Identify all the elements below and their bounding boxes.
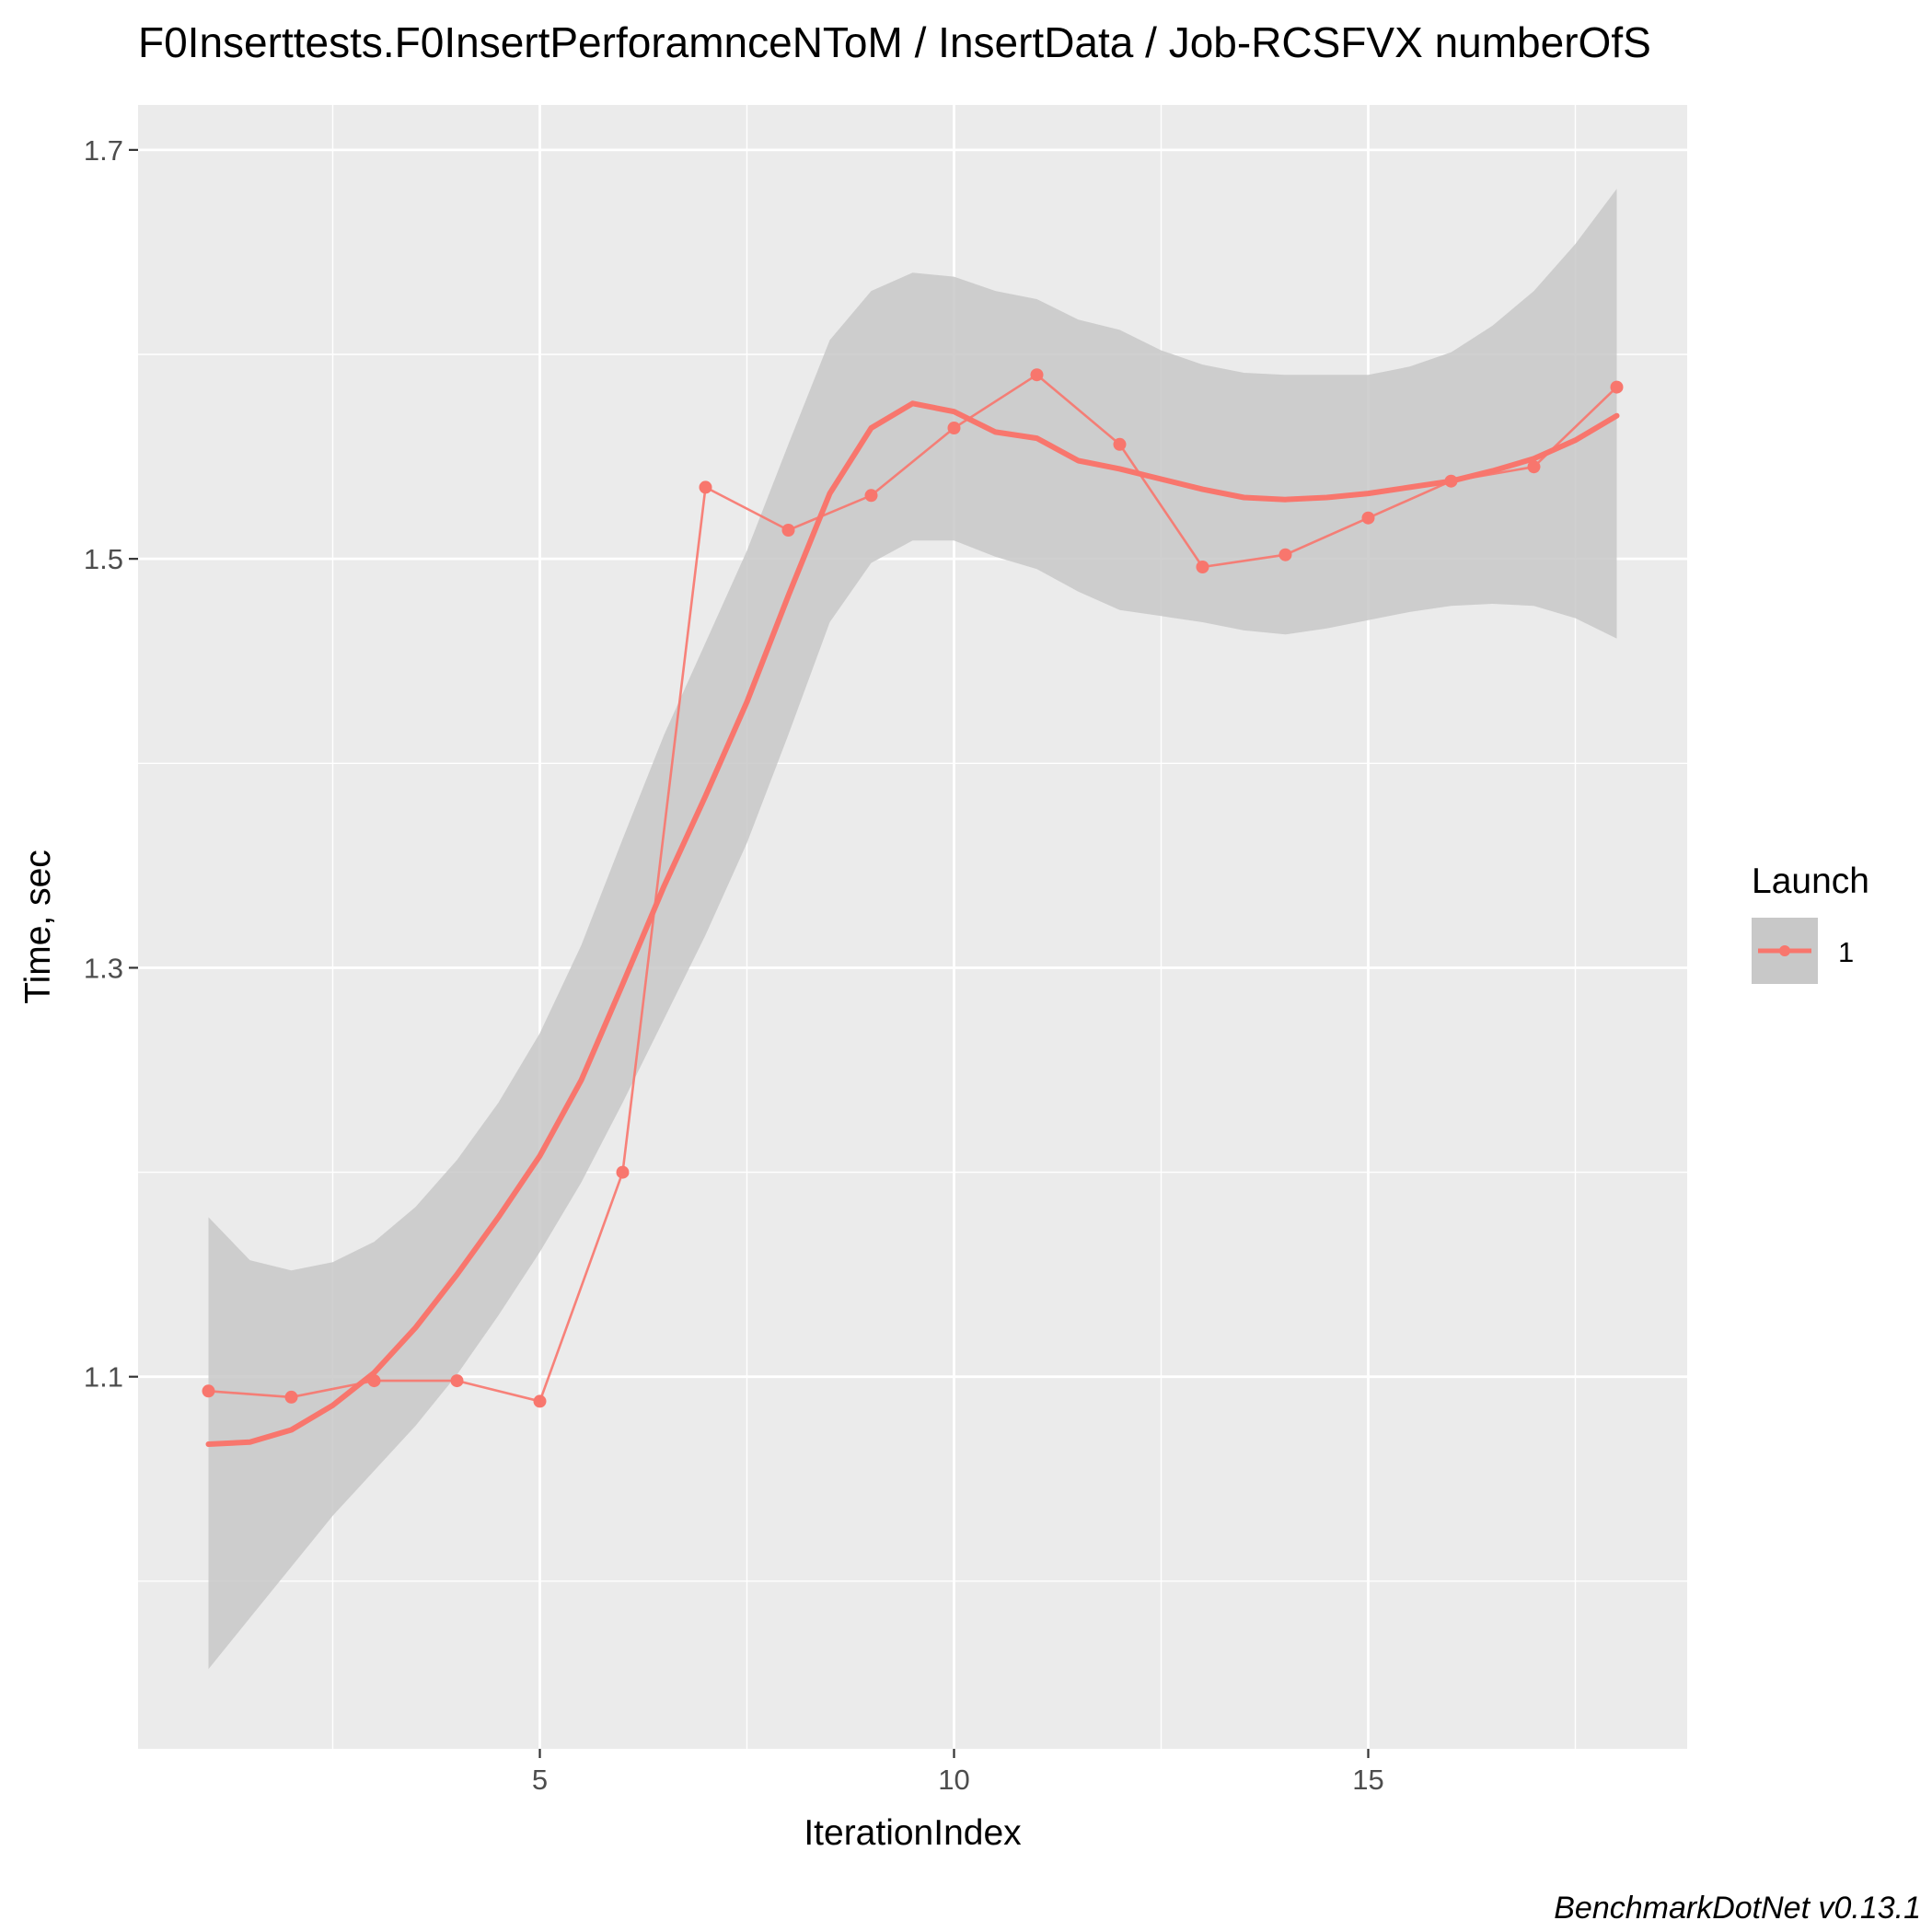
legend: Launch 1 [1752, 862, 1869, 984]
data-point [616, 1165, 630, 1179]
data-points-layer [202, 368, 1624, 1408]
data-point [1610, 380, 1624, 394]
data-point [1030, 368, 1044, 382]
x-tick-label: 5 [532, 1764, 548, 1796]
caption: BenchmarkDotNet v0.13.1 [1554, 1891, 1921, 1926]
data-point [699, 480, 712, 494]
smooth-line-layer [205, 400, 1620, 1447]
data-point [1361, 511, 1375, 525]
series-line-layer [208, 373, 1618, 1403]
data-point [533, 1394, 547, 1408]
data-point [284, 1390, 298, 1404]
data-point [202, 1384, 215, 1398]
data-point [864, 489, 878, 503]
data-point [781, 524, 795, 537]
data-point [1444, 474, 1458, 488]
data-point [947, 422, 961, 434]
y-tick-label: 1.5 [84, 543, 123, 575]
y-tick-label: 1.7 [84, 134, 123, 167]
x-axis: 5 10 15 [532, 1749, 1384, 1796]
data-point [450, 1374, 464, 1388]
y-tick-label: 1.3 [84, 952, 123, 984]
data-point [1113, 437, 1127, 451]
y-axis-title: Time, sec [18, 850, 58, 1004]
data-point [1527, 460, 1541, 474]
x-tick-label: 10 [938, 1764, 969, 1796]
y-axis: 1.1 1.3 1.5 1.7 [84, 134, 138, 1394]
x-tick-label: 15 [1352, 1764, 1383, 1796]
y-tick-label: 1.1 [84, 1361, 123, 1394]
series-line [208, 373, 1618, 1403]
x-axis-title: IterationIndex [804, 1813, 1022, 1853]
data-point [367, 1374, 381, 1388]
legend-title: Launch [1752, 862, 1869, 901]
data-point [1196, 561, 1209, 573]
legend-key-point [1779, 945, 1790, 956]
smooth-trend-line [205, 400, 1620, 1447]
legend-label: 1 [1838, 936, 1854, 968]
data-point [1278, 548, 1292, 561]
chart-title: F0Inserttests.F0InsertPerforamnceNToM / … [138, 18, 1651, 66]
